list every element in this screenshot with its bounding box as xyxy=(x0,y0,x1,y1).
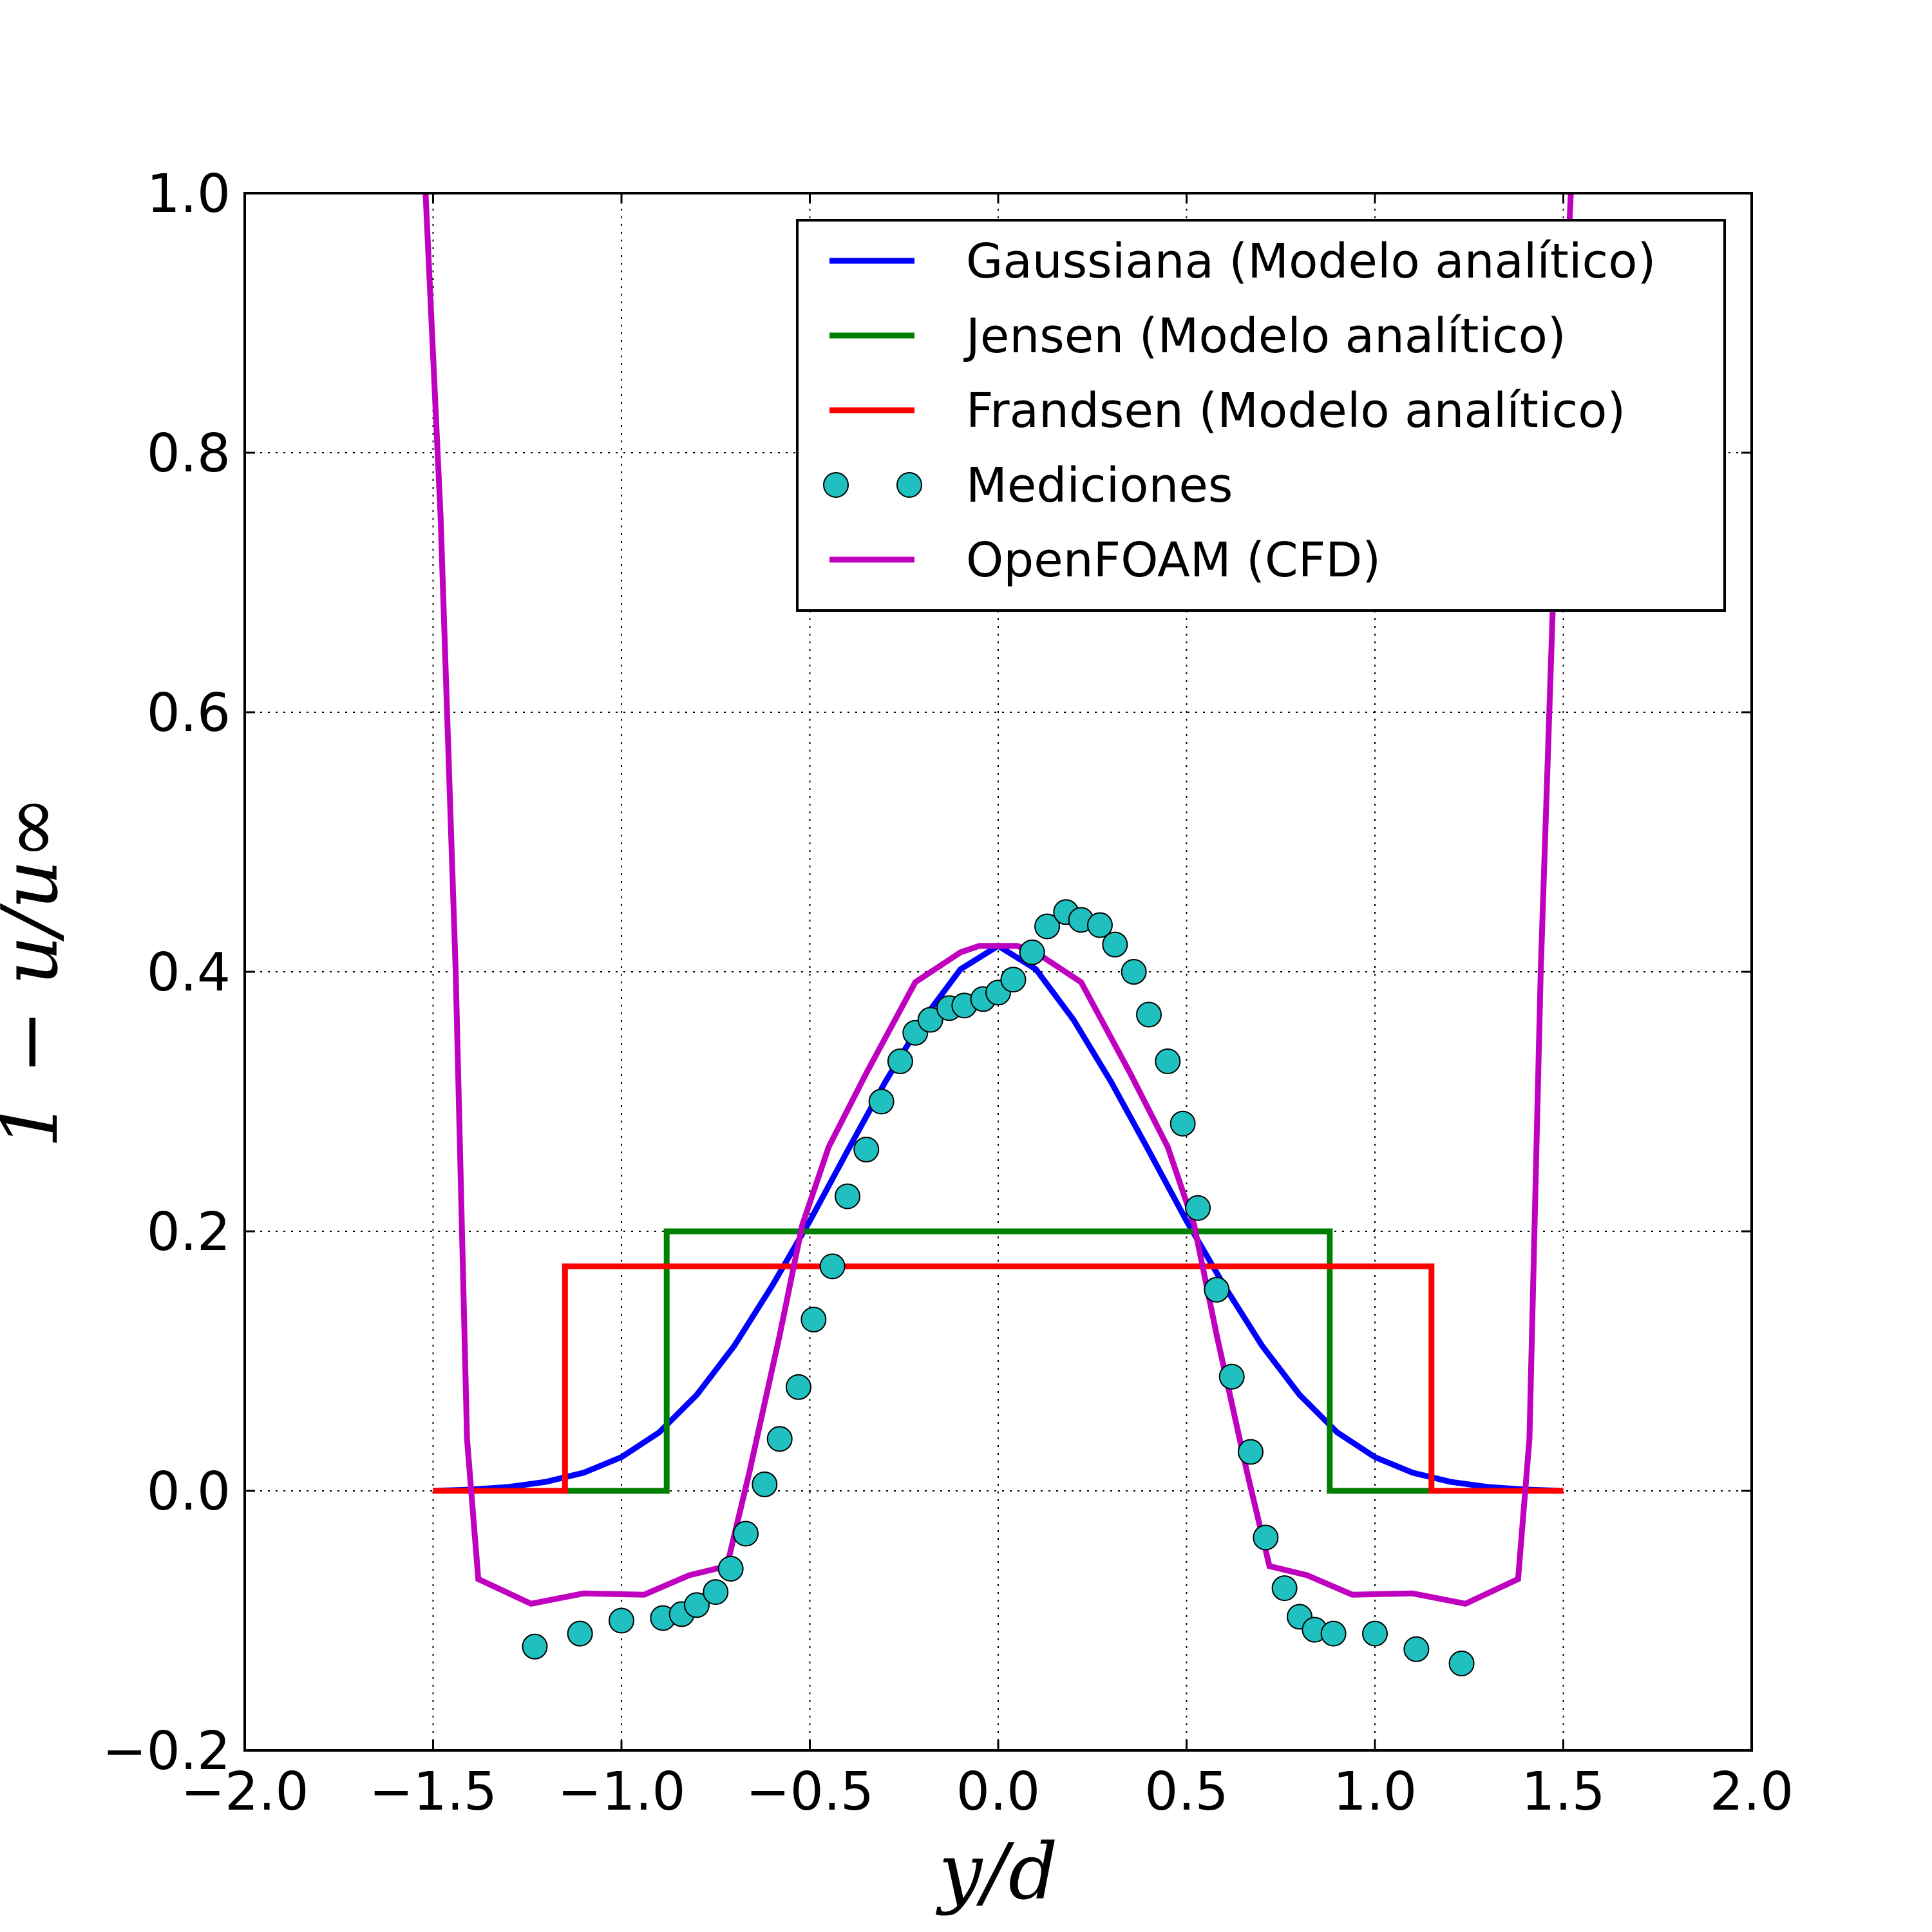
y-tick-label: 0.2 xyxy=(147,1202,231,1263)
mediciones-point xyxy=(1086,912,1113,938)
y-axis-label: 1 − u/u∞ xyxy=(0,795,75,1148)
mediciones-point xyxy=(752,1471,778,1497)
legend-entries: Gaussiana (Modelo analítico) Jensen (Mode… xyxy=(823,234,1656,588)
mediciones-point xyxy=(766,1426,793,1452)
mediciones-point xyxy=(1448,1650,1475,1676)
mediciones-point xyxy=(703,1579,729,1605)
mediciones-point xyxy=(522,1633,548,1660)
x-tick-label: −2.0 xyxy=(180,1761,308,1823)
mediciones-point xyxy=(1253,1524,1279,1551)
tick-labels: −2.0 −1.5 −1.0 −0.5 0.0 0.5 1.0 1.5 2.0 −0.2 0.0 0.… xyxy=(102,164,1794,1823)
y-tick-label: 0.4 xyxy=(147,942,231,1003)
y-tick-label: 0.8 xyxy=(147,423,231,484)
x-tick-label: −1.0 xyxy=(557,1761,685,1823)
legend-label-frandsen: Frandsen (Modelo analítico) xyxy=(966,383,1625,439)
mediciones-point xyxy=(1170,1110,1196,1137)
frandsen-line xyxy=(433,1263,1564,1494)
axis-ticks xyxy=(243,192,1753,1752)
mediciones-point xyxy=(609,1607,634,1634)
mediciones-point xyxy=(1155,1048,1181,1075)
mediciones-point xyxy=(733,1520,759,1547)
x-axis-label: y/d xyxy=(935,1828,1057,1917)
mediciones-point xyxy=(567,1620,593,1647)
mediciones-point xyxy=(684,1592,710,1618)
x-tick-label: −1.5 xyxy=(369,1761,497,1823)
mediciones-point xyxy=(1136,1001,1162,1028)
mediciones-point xyxy=(1034,913,1061,940)
legend-label-mediciones: Mediciones xyxy=(966,458,1233,513)
series-markers xyxy=(522,899,1475,1676)
mediciones-point xyxy=(835,1183,860,1209)
y-tick-label: 0.0 xyxy=(147,1461,231,1522)
y-tick-label: 0.6 xyxy=(147,683,231,744)
x-tick-label: −0.5 xyxy=(746,1761,874,1823)
mediciones-point xyxy=(1320,1620,1347,1647)
legend-marker-mediciones xyxy=(896,472,922,498)
mediciones-point xyxy=(1218,1363,1245,1390)
x-tick-label: 1.0 xyxy=(1333,1761,1417,1823)
mediciones-point xyxy=(1237,1439,1264,1465)
mediciones-point xyxy=(1204,1276,1230,1303)
series-lines xyxy=(422,193,1574,1607)
mediciones-point xyxy=(917,1007,943,1033)
mediciones-point xyxy=(1121,959,1147,985)
jensen-line xyxy=(433,1228,1564,1494)
mediciones-point xyxy=(785,1374,811,1400)
x-tick-label: 2.0 xyxy=(1710,1761,1794,1823)
mediciones-point xyxy=(1362,1620,1388,1647)
mediciones-point xyxy=(887,1048,913,1075)
y-tick-label: −0.2 xyxy=(102,1721,231,1782)
legend-marker-mediciones xyxy=(823,472,849,498)
plot-area xyxy=(422,193,1574,1676)
mediciones-point xyxy=(868,1088,895,1115)
mediciones-point xyxy=(717,1555,744,1582)
mediciones-point xyxy=(1000,967,1027,993)
legend-label-openfoam: OpenFOAM (CFD) xyxy=(966,533,1381,588)
mediciones-point xyxy=(800,1307,827,1333)
mediciones-point xyxy=(1019,939,1045,965)
mediciones-point xyxy=(1271,1575,1298,1602)
mediciones-point xyxy=(1403,1636,1430,1662)
legend-label-gaussiana: Gaussiana (Modelo analítico) xyxy=(966,234,1656,289)
legend: Gaussiana (Modelo analítico) Jensen (Mode… xyxy=(796,219,1726,612)
x-tick-label: 1.5 xyxy=(1521,1761,1605,1823)
legend-label-jensen: Jensen (Modelo analítico) xyxy=(963,308,1566,364)
mediciones-point xyxy=(1185,1195,1211,1221)
mediciones-point xyxy=(819,1253,846,1280)
legend-box xyxy=(796,219,1726,612)
y-tick-label: 1.0 xyxy=(147,164,231,225)
x-tick-label: 0.0 xyxy=(956,1761,1040,1823)
mediciones-point xyxy=(1102,931,1128,958)
openfoam-line xyxy=(422,193,1574,1607)
x-tick-label: 0.5 xyxy=(1144,1761,1228,1823)
mediciones-point xyxy=(853,1137,880,1163)
